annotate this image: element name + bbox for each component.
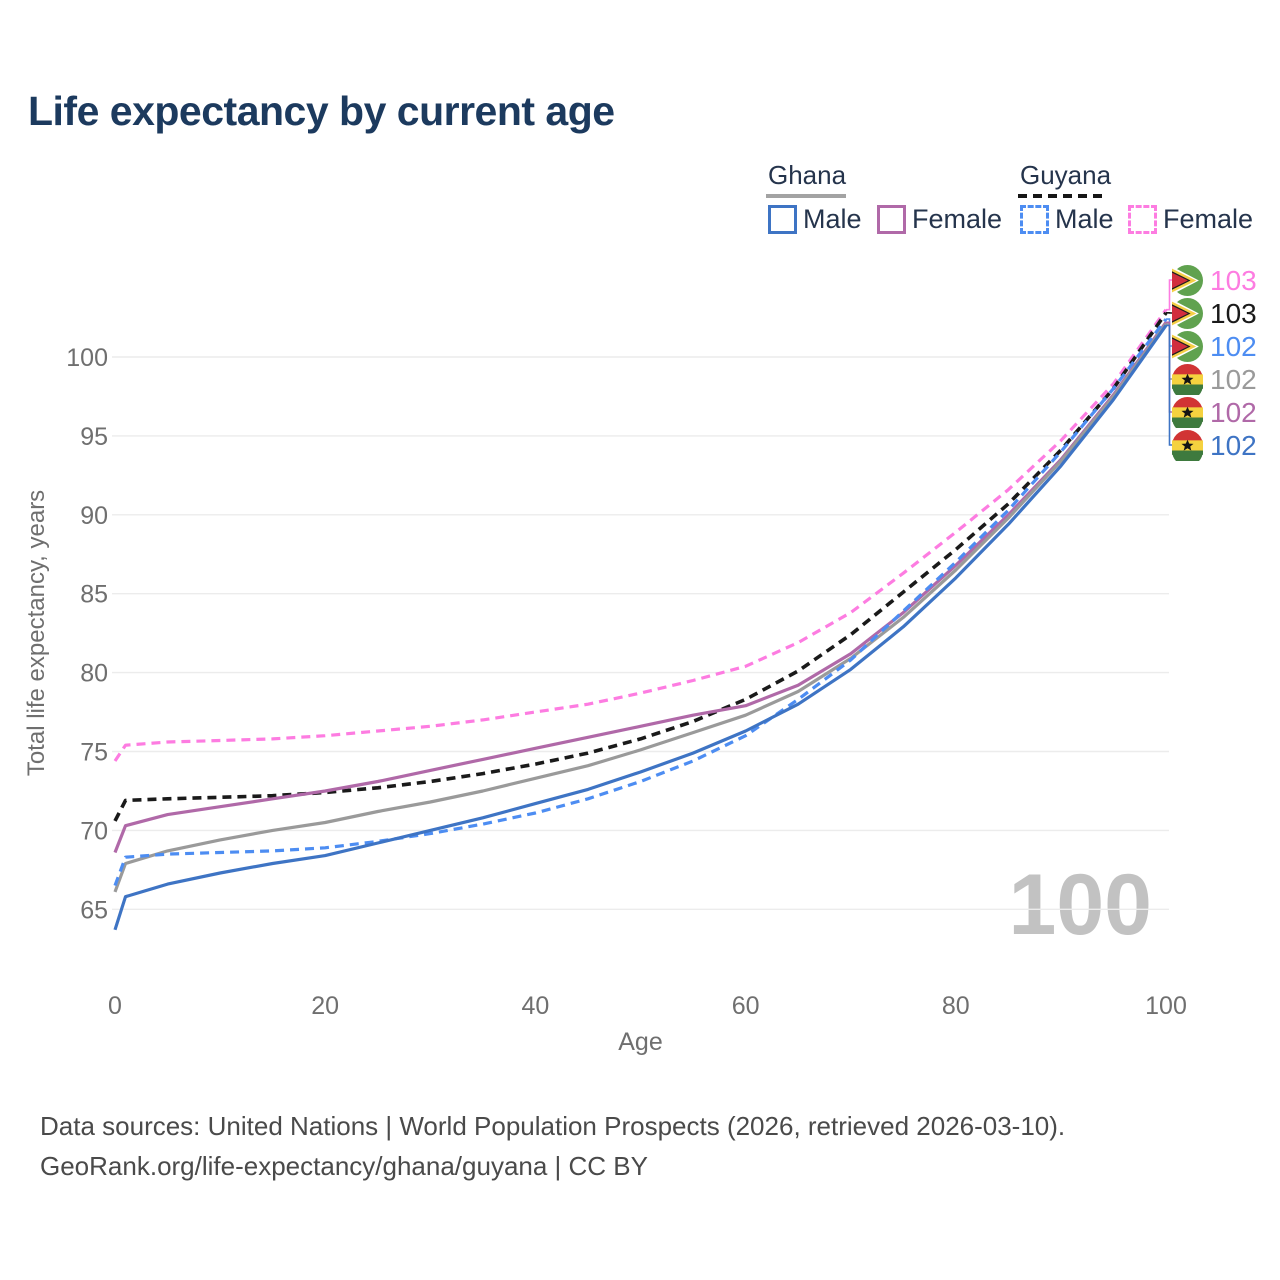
series-line-guyana_female [113, 308, 1168, 762]
y-tick-label: 85 [80, 581, 108, 609]
x-axis-title: Age [618, 1028, 662, 1056]
legend-checkbox-guyana-female[interactable] [1128, 205, 1157, 234]
x-tick-label: 20 [311, 992, 339, 1020]
x-tick-label: 40 [521, 992, 549, 1020]
ghana-solid-line-sample [766, 194, 846, 198]
guyana-flag-icon [1172, 298, 1203, 329]
end-label-value: 103 [1210, 264, 1257, 296]
y-tick-label: 70 [80, 817, 108, 845]
end-label-row: 103 [1172, 297, 1257, 330]
x-tick-label: 60 [732, 992, 760, 1020]
y-tick-label: 90 [80, 502, 108, 530]
legend-label-ghana-male[interactable]: Male [803, 204, 862, 234]
ghana-flag-icon [1172, 397, 1203, 434]
series-line-ghana_female [113, 321, 1168, 854]
series-line-guyana_both [113, 311, 1168, 822]
legend-checkbox-ghana-male[interactable] [768, 205, 797, 234]
y-axis-title: Total life expectancy, years [23, 490, 50, 776]
legend-label-ghana-female[interactable]: Female [912, 204, 1003, 234]
legend: Ghana Male Female Guyana Male Female [0, 158, 1280, 238]
end-label-row: 102 [1172, 429, 1257, 467]
y-tick-label: 80 [80, 660, 108, 688]
ghana-flag-icon [1172, 430, 1203, 467]
end-label-value: 102 [1210, 330, 1257, 362]
legend-group-guyana[interactable]: Guyana [1020, 160, 1112, 190]
end-label-row: 103 [1172, 264, 1257, 297]
age-watermark: 100 [1008, 857, 1153, 953]
end-label-row: 102 [1172, 363, 1257, 401]
series-line-ghana_both [113, 322, 1168, 893]
legend-label-guyana-female[interactable]: Female [1163, 204, 1254, 234]
guyana-flag-icon [1172, 265, 1203, 296]
x-tick-label: 0 [108, 992, 122, 1020]
y-tick-label: 100 [66, 344, 108, 372]
series-line-ghana_male [113, 324, 1168, 931]
x-tick-label: 80 [942, 992, 970, 1020]
page-title: Life expectancy by current age [28, 88, 615, 134]
data-sources-text: Data sources: United Nations | World Pop… [40, 1111, 1066, 1141]
footer: Data sources: United Nations | World Pop… [40, 1106, 1065, 1186]
legend-label-guyana-male[interactable]: Male [1055, 204, 1114, 234]
end-label-row: 102 [1172, 396, 1257, 434]
legend-group-ghana[interactable]: Ghana [768, 160, 847, 190]
end-label-value: 102 [1210, 363, 1257, 395]
legend-checkbox-guyana-male[interactable] [1020, 205, 1049, 234]
y-tick-label: 65 [80, 896, 108, 924]
series-line-guyana_male [113, 318, 1168, 887]
end-label-connector [1166, 279, 1173, 311]
y-tick-label: 95 [80, 423, 108, 451]
y-tick-label: 75 [80, 739, 108, 767]
guyana-flag-icon [1172, 331, 1203, 362]
end-label-connector [1166, 324, 1173, 446]
end-label-value: 102 [1210, 396, 1257, 428]
ghana-flag-icon [1172, 364, 1203, 401]
end-label-value: 103 [1210, 297, 1257, 329]
attribution-link-text[interactable]: GeoRank.org/life-expectancy/ghana/guyana… [40, 1151, 648, 1181]
end-label-value: 102 [1210, 429, 1257, 461]
end-label-row: 102 [1172, 330, 1257, 363]
legend-checkbox-ghana-female[interactable] [877, 205, 906, 234]
guyana-dashed-line-sample [1018, 194, 1108, 198]
x-tick-label: 100 [1145, 992, 1187, 1020]
